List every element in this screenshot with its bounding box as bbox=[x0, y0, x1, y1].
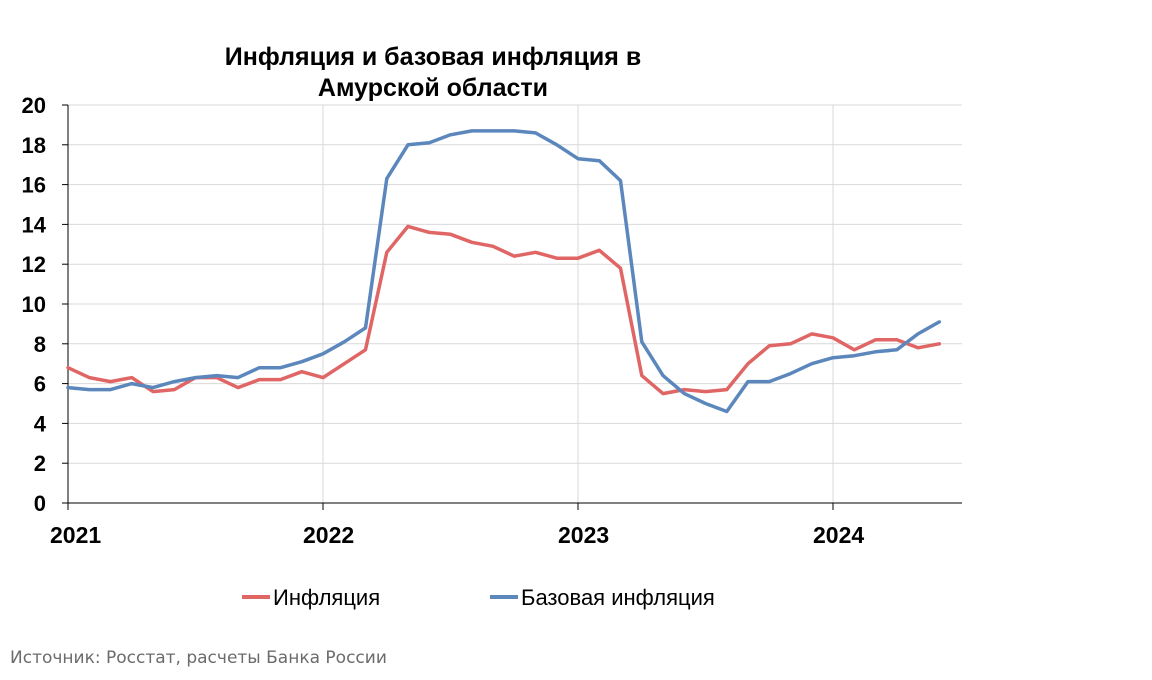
x-tick-label-2022: 2022 bbox=[303, 522, 354, 548]
y-tick-label-10: 10 bbox=[22, 292, 46, 317]
legend: Инфляция Базовая инфляция bbox=[242, 585, 715, 610]
chart-title-line-1: Инфляция и базовая инфляция в bbox=[225, 43, 641, 71]
y-tick-label-8: 8 bbox=[34, 332, 46, 357]
x-tick-label-2023: 2023 bbox=[558, 522, 609, 548]
chart-title-line-2: Амурской области bbox=[318, 74, 548, 102]
legend-label-core-inflation: Базовая инфляция bbox=[521, 585, 715, 610]
chart-title: Инфляция и базовая инфляция в Амурской о… bbox=[225, 43, 641, 102]
series-lines bbox=[66, 129, 942, 414]
y-tick-label-20: 20 bbox=[22, 93, 46, 118]
axes bbox=[62, 104, 962, 510]
y-tick-label-18: 18 bbox=[22, 133, 46, 158]
series-line-inflation bbox=[66, 224, 942, 396]
gridlines bbox=[68, 104, 962, 503]
y-tick-label-12: 12 bbox=[22, 252, 46, 277]
x-tick-label-2024: 2024 bbox=[813, 522, 864, 548]
y-tick-label-14: 14 bbox=[22, 212, 47, 237]
series-line-core-inflation bbox=[66, 129, 942, 414]
y-tick-label-0: 0 bbox=[34, 491, 46, 516]
source-note: Источник: Росстат, расчеты Банка России bbox=[10, 648, 387, 668]
y-axis-tick-labels: 0 2 4 6 8 10 12 14 16 18 20 bbox=[22, 93, 47, 516]
x-tick-label-2021: 2021 bbox=[50, 522, 101, 548]
legend-label-inflation: Инфляция bbox=[273, 585, 380, 610]
x-axis-tick-labels: 2021 2022 2023 2024 bbox=[50, 522, 864, 548]
y-tick-label-4: 4 bbox=[34, 411, 47, 436]
y-tick-label-6: 6 bbox=[34, 372, 46, 397]
y-tick-label-16: 16 bbox=[22, 173, 46, 198]
y-tick-label-2: 2 bbox=[34, 451, 46, 476]
